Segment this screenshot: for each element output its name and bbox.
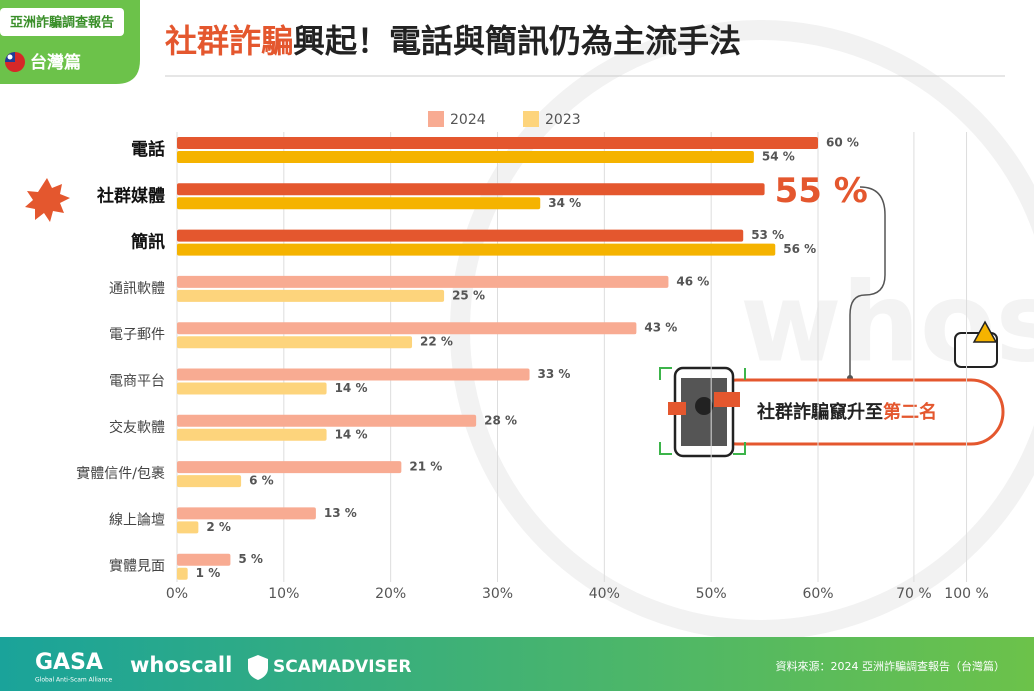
x-tick-label: 30% [482,586,513,602]
value-label: 46 % [676,274,709,288]
bar [177,521,199,534]
value-label: 43 % [644,321,677,335]
bar [177,151,754,163]
logo-scamadviser: SCAMADVISER [273,657,412,677]
y-tick-label: 電子郵件 [109,327,165,343]
x-tick-label: 0% [166,586,188,602]
value-label: 22 % [420,335,453,349]
value-label: 14 % [335,381,368,395]
bar [177,567,188,580]
footer-source: 資料來源：2024 亞洲詐騙調查報告（台灣篇） [776,659,1006,673]
flag [7,54,13,60]
value-label: 56 % [783,242,816,256]
callout-text-main: 社群詐騙竄升至 [757,401,883,423]
y-tick-label: 電話 [131,139,165,160]
callout-connector [849,186,886,378]
phone-person [695,397,713,415]
bar [177,275,669,288]
bar [177,414,477,427]
title-rest: 興起！電話與簡訊仍為主流手法 [293,22,741,60]
legend-label: 2023 [545,112,581,128]
footer-bg [0,637,1034,691]
value-label: 53 % [751,228,784,242]
logo-shield [248,655,268,680]
y-tick-label: 電商平台 [109,374,165,390]
value-label: 33 % [538,367,571,381]
value-label: 60 % [826,136,859,150]
bar [177,243,776,256]
bar [177,197,541,210]
y-tick-label: 簡訊 [130,232,165,253]
frame-corner [659,367,746,455]
legend-label: 2024 [450,112,486,128]
bar [177,289,445,302]
y-tick-label: 線上論壇 [109,511,165,528]
phone-alert [714,392,740,407]
value-label: 1 % [196,566,221,580]
warn-icon [972,320,998,343]
value-label: 21 % [409,460,442,474]
x-tick-label: 60% [802,586,833,602]
legend-swatch [428,111,444,127]
callout-text-highlight: 第二名 [883,401,937,423]
x-tick-label: 100 % [944,586,988,602]
bar [177,137,818,149]
phone-alert [668,402,686,415]
badge-subtitle: 台灣篇 [30,52,81,73]
title-highlight: 社群詐騙 [165,22,293,60]
value-label: 55 % [775,171,868,211]
callout-text: 社群詐騙竄升至第二名 [757,401,937,423]
bar [177,322,637,335]
bar [177,336,413,349]
x-tick-label: 70 % [896,586,932,602]
alert-burst [25,178,70,222]
value-label: 14 % [335,427,368,441]
bar [177,475,242,488]
bar [177,428,327,441]
y-tick-label: 實體見面 [109,558,165,575]
bar [177,183,765,196]
y-tick-label: 交友軟體 [109,419,165,436]
logo-whoscall: whoscall [130,653,232,677]
x-tick-label: 50% [696,586,727,602]
value-label: 34 % [548,196,581,210]
x-tick-label: 40% [589,586,620,602]
y-tick-label: 通訊軟體 [109,281,165,297]
logo-gasa: GASA [35,650,103,675]
value-label: 13 % [324,506,357,520]
value-label: 28 % [484,413,517,427]
badge-inner [0,8,124,36]
logo-gasa-sub: Global Anti-Scam Alliance [35,677,113,684]
badge-title: 亞洲詐騙調查報告 [10,15,114,31]
bar [177,553,231,566]
x-tick-label: 20% [375,586,406,602]
chart-title: 社群詐騙興起！電話與簡訊仍為主流手法 [165,22,741,60]
value-label: 2 % [206,520,231,534]
y-tick-label: 實體信件/包裹 [76,465,165,482]
bar [177,368,530,381]
value-label: 54 % [762,150,795,164]
x-tick-label: 10% [268,586,299,602]
bar [177,461,402,474]
value-label: 25 % [452,288,485,302]
value-label: 6 % [249,474,274,488]
bar [177,229,744,242]
bar [177,382,327,395]
y-tick-label: 社群媒體 [96,185,165,206]
legend-swatch [523,111,539,127]
bar [177,507,316,520]
value-label: 5 % [238,552,263,566]
